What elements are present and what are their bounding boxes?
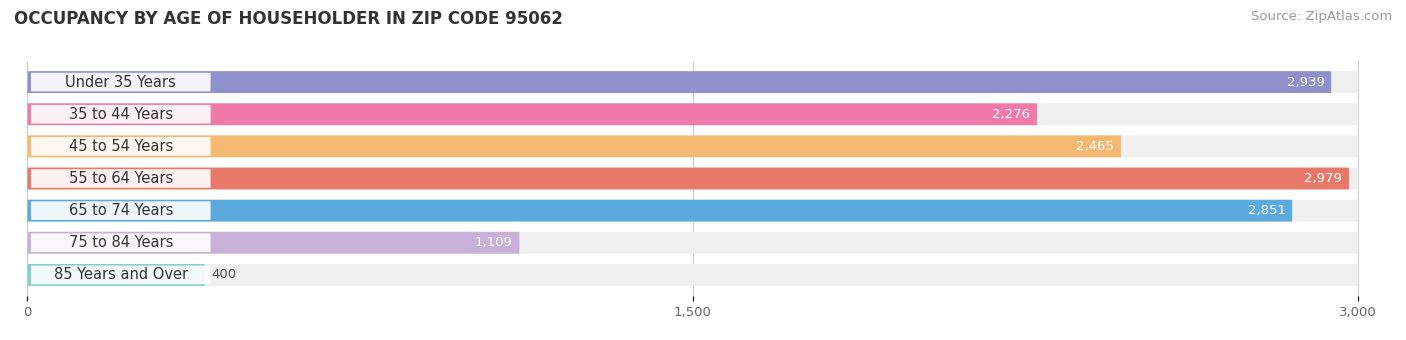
Text: 1,109: 1,109 [475, 236, 513, 249]
FancyBboxPatch shape [27, 168, 1348, 189]
FancyBboxPatch shape [27, 264, 205, 286]
Text: 2,939: 2,939 [1286, 75, 1324, 89]
FancyBboxPatch shape [27, 103, 1358, 125]
FancyBboxPatch shape [27, 232, 519, 254]
FancyBboxPatch shape [27, 135, 1121, 157]
Text: 75 to 84 Years: 75 to 84 Years [69, 235, 173, 250]
FancyBboxPatch shape [27, 135, 1358, 157]
Text: 85 Years and Over: 85 Years and Over [53, 268, 188, 283]
Text: 35 to 44 Years: 35 to 44 Years [69, 107, 173, 122]
FancyBboxPatch shape [27, 71, 1358, 93]
Text: 2,979: 2,979 [1305, 172, 1343, 185]
FancyBboxPatch shape [31, 169, 211, 188]
Text: Under 35 Years: Under 35 Years [66, 74, 176, 89]
FancyBboxPatch shape [27, 232, 1358, 254]
Text: 2,465: 2,465 [1077, 140, 1115, 153]
FancyBboxPatch shape [31, 137, 211, 156]
FancyBboxPatch shape [27, 200, 1292, 222]
Text: 2,851: 2,851 [1247, 204, 1285, 217]
Text: 45 to 54 Years: 45 to 54 Years [69, 139, 173, 154]
Text: OCCUPANCY BY AGE OF HOUSEHOLDER IN ZIP CODE 95062: OCCUPANCY BY AGE OF HOUSEHOLDER IN ZIP C… [14, 10, 562, 28]
FancyBboxPatch shape [27, 168, 1358, 189]
FancyBboxPatch shape [27, 103, 1038, 125]
Text: 55 to 64 Years: 55 to 64 Years [69, 171, 173, 186]
FancyBboxPatch shape [31, 73, 211, 91]
Text: Source: ZipAtlas.com: Source: ZipAtlas.com [1251, 10, 1392, 23]
FancyBboxPatch shape [27, 264, 1358, 286]
FancyBboxPatch shape [31, 201, 211, 220]
FancyBboxPatch shape [31, 105, 211, 123]
FancyBboxPatch shape [27, 200, 1358, 222]
FancyBboxPatch shape [27, 71, 1331, 93]
Text: 400: 400 [211, 268, 236, 282]
Text: 65 to 74 Years: 65 to 74 Years [69, 203, 173, 218]
FancyBboxPatch shape [31, 234, 211, 252]
FancyBboxPatch shape [31, 266, 211, 284]
Text: 2,276: 2,276 [993, 108, 1031, 121]
